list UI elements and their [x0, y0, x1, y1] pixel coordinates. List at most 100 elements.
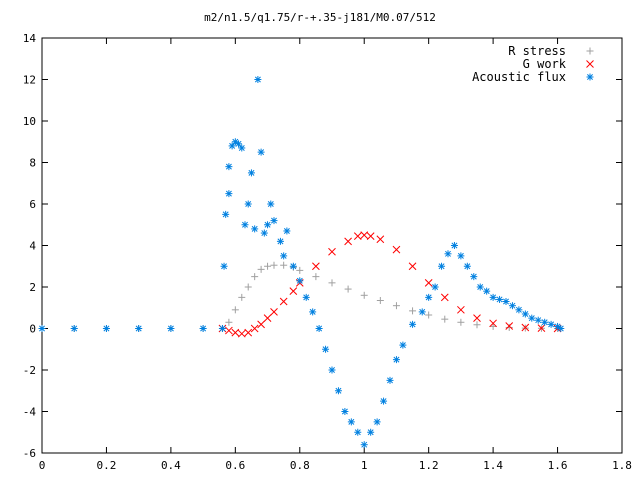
data-point: [296, 266, 304, 274]
data-point: [386, 376, 394, 384]
data-point: [444, 250, 452, 258]
series-r-stress: [38, 261, 562, 332]
data-point: [547, 320, 555, 328]
data-point: [353, 232, 362, 241]
data-point: [505, 322, 514, 330]
data-point: [315, 325, 323, 332]
data-point: [244, 283, 252, 291]
data-point: [257, 265, 265, 273]
x-tick-label: 1.4: [483, 459, 503, 472]
data-point: [264, 262, 272, 270]
x-tick-label: 0.2: [97, 459, 117, 472]
data-point: [247, 169, 255, 177]
data-point: [508, 302, 516, 310]
axes: 0 0.2 0.4 0.6 0.8 1 1.2 1.4 1.6 1.8 -6 -4 -2 0 2 4 6 8 10 1…: [23, 32, 632, 472]
y-tick-label: 10: [23, 115, 36, 128]
data-point: [489, 322, 497, 330]
chart-marks: [38, 76, 565, 449]
data-point: [360, 291, 368, 299]
data-point: [457, 305, 465, 314]
data-point: [241, 221, 249, 229]
data-point: [470, 273, 478, 281]
data-point: [228, 142, 236, 150]
data-point: [505, 323, 513, 331]
data-point: [380, 397, 388, 405]
data-point: [302, 293, 310, 301]
data-point: [473, 314, 481, 322]
data-point: [237, 329, 246, 338]
data-point: [70, 325, 78, 332]
y-tick-label: 8: [29, 157, 36, 170]
data-point: [515, 306, 523, 314]
data-point: [312, 262, 320, 271]
data-point: [344, 237, 352, 246]
data-point: [270, 261, 278, 269]
data-point: [250, 324, 259, 333]
data-point: [238, 144, 246, 152]
y-tick-label: 4: [29, 240, 36, 253]
data-point: [347, 418, 355, 426]
data-point: [257, 320, 265, 329]
data-point: [225, 190, 233, 198]
data-point: [354, 428, 362, 436]
x-tick-label: 0.4: [161, 459, 181, 472]
data-point: [450, 242, 458, 249]
data-point: [557, 325, 565, 332]
data-point: [225, 326, 233, 335]
data-point: [399, 341, 407, 349]
data-point: [521, 310, 529, 318]
data-point: [489, 319, 497, 328]
y-tick-label: 0: [29, 323, 36, 336]
series-acoustic-flux: [38, 76, 565, 449]
data-point: [457, 252, 465, 260]
legend-label: G work: [523, 57, 567, 71]
data-point: [502, 298, 510, 306]
data-point: [280, 261, 288, 269]
x-tick-label: 1.8: [612, 459, 632, 472]
data-point: [289, 287, 298, 296]
data-point: [322, 345, 330, 353]
y-tick-label: -2: [23, 364, 36, 377]
legend-marker: [586, 47, 594, 55]
y-tick-label: 12: [23, 74, 36, 87]
data-point: [425, 311, 433, 319]
data-point: [251, 225, 259, 233]
legend-marker: [586, 60, 594, 68]
x-tick-label: 1.2: [419, 459, 439, 472]
data-point: [267, 200, 275, 208]
data-point: [231, 306, 239, 314]
data-point: [483, 287, 491, 295]
data-point: [334, 387, 342, 395]
data-point: [199, 325, 207, 332]
x-tick-label: 0: [39, 459, 46, 472]
data-point: [341, 408, 349, 415]
data-point: [438, 262, 446, 270]
data-point: [312, 273, 320, 281]
data-point: [360, 441, 368, 449]
data-point: [534, 316, 542, 324]
data-point: [376, 235, 385, 244]
series-g-work: [218, 231, 562, 338]
data-point: [408, 262, 417, 271]
data-point: [218, 325, 226, 332]
data-point: [238, 293, 246, 301]
data-point: [425, 293, 433, 301]
x-tick-label: 0.8: [290, 459, 310, 472]
data-point: [376, 296, 384, 304]
data-point: [264, 221, 272, 229]
legend-label: R stress: [508, 44, 566, 58]
y-tick-label: 6: [29, 198, 36, 211]
data-point: [251, 273, 259, 281]
data-point: [440, 293, 449, 302]
data-point: [489, 293, 497, 301]
data-point: [328, 366, 336, 374]
data-point: [270, 217, 278, 225]
data-point: [373, 418, 381, 426]
data-point: [473, 321, 481, 329]
data-point: [235, 140, 243, 148]
data-point: [220, 262, 228, 270]
data-point: [244, 200, 252, 208]
legend-label: Acoustic flux: [472, 70, 566, 84]
data-point: [409, 307, 417, 315]
data-point: [260, 229, 268, 237]
